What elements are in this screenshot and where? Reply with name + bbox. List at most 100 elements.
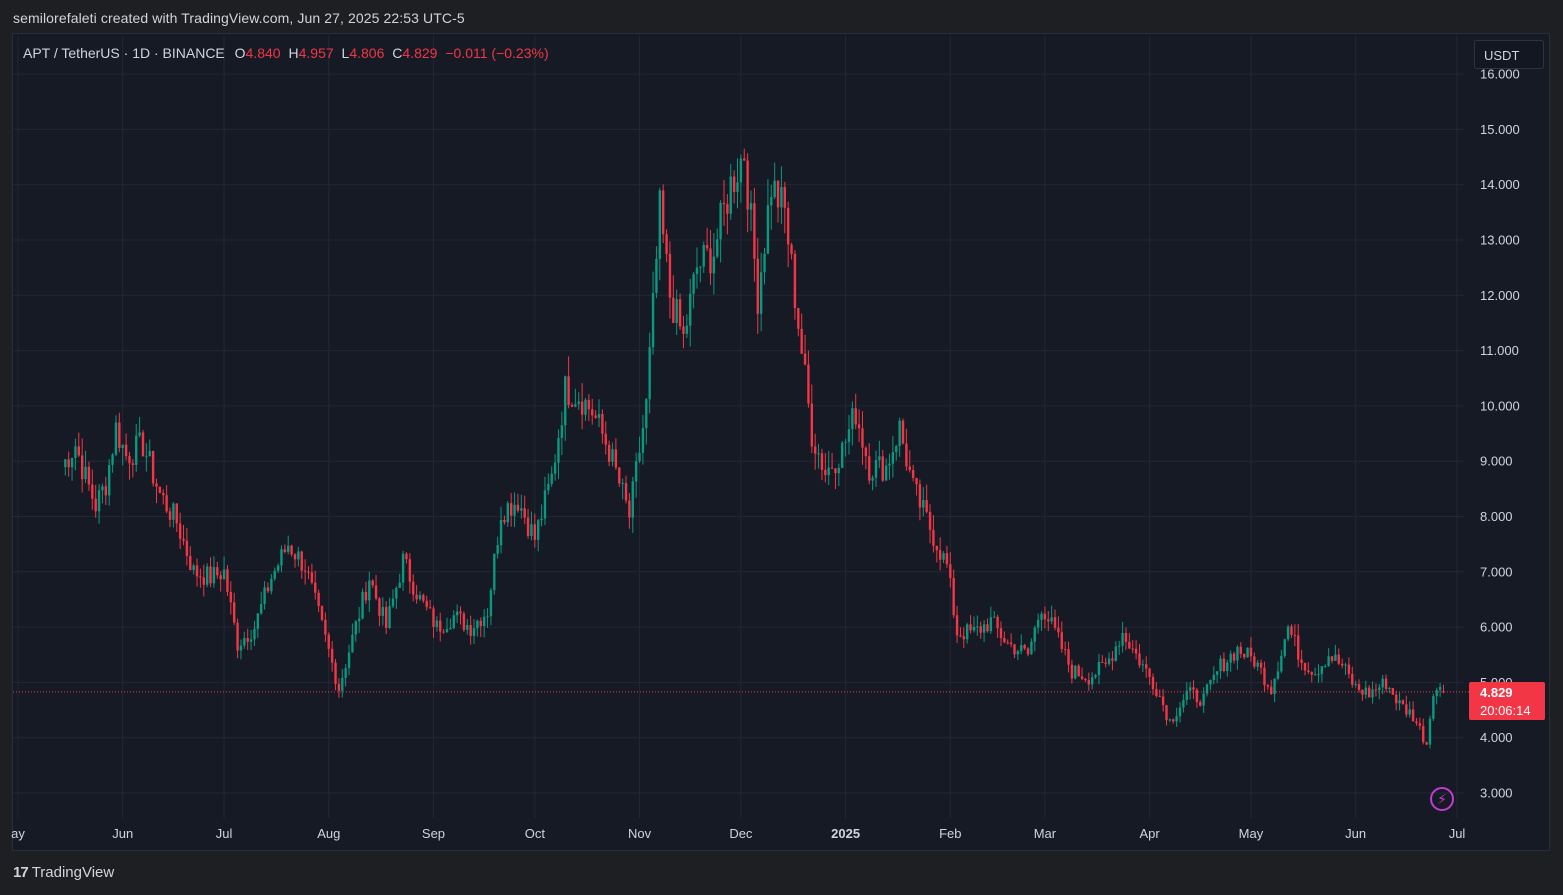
candle-body (1090, 677, 1094, 685)
candle-body (537, 520, 540, 540)
candle-body (574, 404, 577, 407)
candle-body (550, 473, 553, 484)
candle-body (422, 594, 425, 601)
x-tick-label: Feb (939, 826, 961, 841)
candle-body (266, 587, 270, 592)
candle-body (104, 486, 108, 496)
candle-body (797, 308, 800, 329)
candle (118, 412, 121, 453)
candle-body (1084, 678, 1087, 681)
candle (986, 618, 989, 633)
x-tick-label: Jun (112, 826, 133, 841)
candle (1286, 624, 1290, 642)
candle-body (1236, 646, 1239, 661)
candle (412, 574, 415, 602)
candle (422, 593, 425, 604)
candle-body (1057, 627, 1060, 633)
candle-body (1253, 656, 1256, 667)
y-tick-label: 16.000 (1480, 67, 1520, 82)
candle-body (489, 590, 493, 617)
candle (1084, 677, 1087, 683)
candle-body (1422, 725, 1425, 743)
candle-body (1330, 656, 1334, 661)
x-tick-label: Dec (729, 826, 753, 841)
candle-body (219, 575, 222, 580)
candle-body (1340, 663, 1344, 666)
candle-body (1165, 705, 1168, 721)
candle (459, 606, 462, 625)
candle-body (999, 628, 1003, 639)
y-tick-label: 9.000 (1480, 454, 1513, 469)
candle (851, 401, 854, 446)
open-label: O (234, 45, 246, 61)
candle (783, 181, 786, 234)
candle (408, 553, 412, 594)
x-tick-label: 2025 (831, 826, 860, 841)
candle (1047, 610, 1050, 632)
candle (145, 443, 148, 472)
candle-body (925, 500, 928, 512)
candle (172, 502, 175, 528)
candle (908, 450, 911, 473)
candle-body (455, 611, 459, 616)
candle (1405, 695, 1408, 718)
chart-pane[interactable] (12, 33, 1550, 851)
candle (722, 179, 726, 226)
candle-body (1367, 687, 1371, 698)
candle (337, 678, 341, 698)
candle (162, 489, 165, 505)
candle-body (1384, 678, 1388, 689)
candle (138, 416, 141, 438)
candle-body (884, 465, 888, 481)
candle (689, 278, 692, 347)
tradingview-logo-icon: 17 (13, 864, 29, 881)
candle-body (165, 495, 168, 512)
y-tick-label: 7.000 (1480, 564, 1513, 579)
candle-body (1060, 632, 1063, 650)
candle-body (1030, 641, 1033, 655)
candle (310, 563, 314, 585)
candle (1182, 694, 1185, 713)
candle (776, 180, 780, 223)
candle (743, 148, 746, 161)
candle-body (287, 545, 290, 552)
currency-button[interactable]: USDT (1474, 40, 1544, 69)
candle-body (685, 325, 689, 334)
candle (1381, 674, 1384, 695)
symbol-label[interactable]: APT / TetherUS · 1D · BINANCE (23, 45, 225, 61)
candle-body (310, 572, 314, 583)
candle-body (1249, 647, 1253, 657)
candle (736, 158, 739, 209)
candle-body (773, 180, 776, 198)
lightning-icon[interactable]: ⚡ (1430, 787, 1454, 811)
candle-body (1232, 653, 1236, 661)
candle-body (597, 413, 601, 418)
candle (1111, 650, 1114, 671)
candle (1094, 673, 1097, 679)
candle-body (506, 503, 510, 523)
candle-body (857, 424, 861, 429)
candle-body (672, 297, 675, 323)
candle-body (547, 483, 550, 491)
candle (1344, 662, 1347, 676)
candle-body (1222, 658, 1226, 672)
candle (996, 614, 999, 638)
candle (955, 605, 959, 643)
candle-body (1337, 654, 1340, 664)
candle-body (374, 585, 378, 599)
price-axis[interactable]: 3.0004.0005.0006.0007.0008.0009.00010.00… (1480, 67, 1520, 801)
candle (1242, 653, 1246, 660)
candle (178, 512, 182, 550)
candle-body (314, 582, 317, 593)
candle (1020, 634, 1023, 655)
candle (1158, 689, 1161, 698)
candle-body (280, 549, 283, 566)
candle-body (1148, 668, 1151, 678)
candle (455, 604, 459, 623)
time-axis[interactable]: ay Jun Jul Aug Sep Oct Nov Dec 2025 Feb Mar Apr May J… (11, 826, 1465, 841)
candle-body (145, 456, 148, 458)
candle-body (185, 540, 189, 557)
candle-body (101, 486, 104, 491)
candle-body (381, 607, 385, 616)
